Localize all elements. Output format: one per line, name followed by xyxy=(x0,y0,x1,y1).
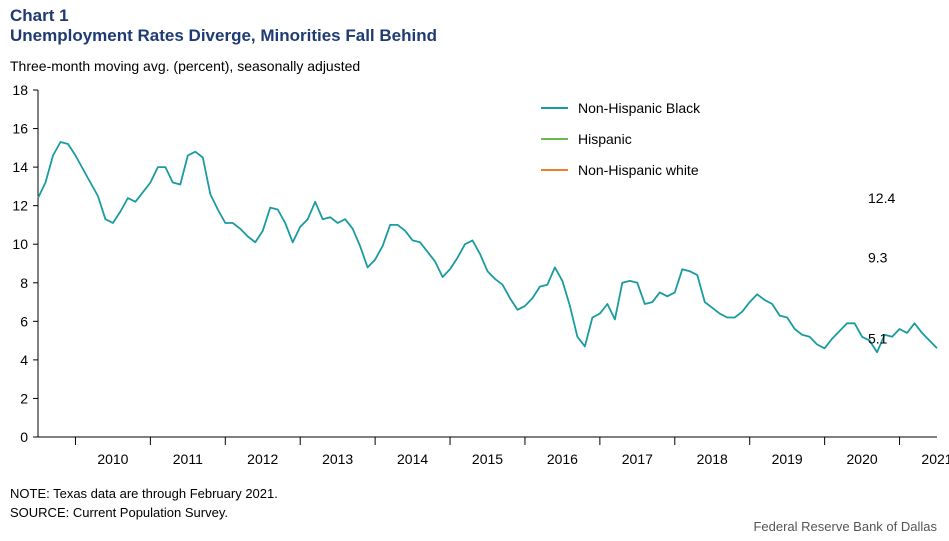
credit-line: Federal Reserve Bank of Dallas xyxy=(753,519,937,534)
x-tick-label: 2018 xyxy=(697,451,728,467)
legend-label: Non-Hispanic Black xyxy=(578,100,701,116)
x-tick-label: 2013 xyxy=(322,451,353,467)
x-tick-label: 2016 xyxy=(547,451,578,467)
x-tick-label: 2014 xyxy=(397,451,428,467)
legend-label: Non-Hispanic white xyxy=(578,162,699,178)
chart-subtitle: Three-month moving avg. (percent), seaso… xyxy=(10,58,361,74)
footnote-note: NOTE: Texas data are through February 20… xyxy=(10,486,278,501)
y-tick-label: 12 xyxy=(12,198,28,214)
y-tick-label: 0 xyxy=(20,429,28,445)
x-tick-label: 2020 xyxy=(847,451,878,467)
x-tick-label: 2010 xyxy=(97,451,128,467)
y-tick-label: 6 xyxy=(20,313,28,329)
y-tick-label: 10 xyxy=(12,236,28,252)
x-tick-label: 2021 xyxy=(921,451,949,467)
chart-title: Unemployment Rates Diverge, Minorities F… xyxy=(10,26,437,45)
end-value-label: 9.3 xyxy=(868,250,888,266)
end-value-label: 5.1 xyxy=(868,331,888,347)
x-tick-label: 2019 xyxy=(772,451,803,467)
end-value-label: 12.4 xyxy=(868,190,895,206)
x-tick-label: 2011 xyxy=(173,451,203,467)
chart-number: Chart 1 xyxy=(10,6,69,25)
y-tick-label: 4 xyxy=(20,352,28,368)
legend-label: Hispanic xyxy=(578,131,632,147)
y-tick-label: 8 xyxy=(20,275,28,291)
y-tick-label: 2 xyxy=(20,390,28,406)
series-line xyxy=(37,141,938,354)
x-tick-label: 2012 xyxy=(247,451,278,467)
y-tick-label: 14 xyxy=(12,159,28,175)
y-tick-label: 18 xyxy=(12,82,28,98)
footnote-source: SOURCE: Current Population Survey. xyxy=(10,505,228,520)
x-tick-label: 2017 xyxy=(622,451,653,467)
x-tick-label: 2015 xyxy=(472,451,503,467)
y-tick-label: 16 xyxy=(12,121,28,137)
